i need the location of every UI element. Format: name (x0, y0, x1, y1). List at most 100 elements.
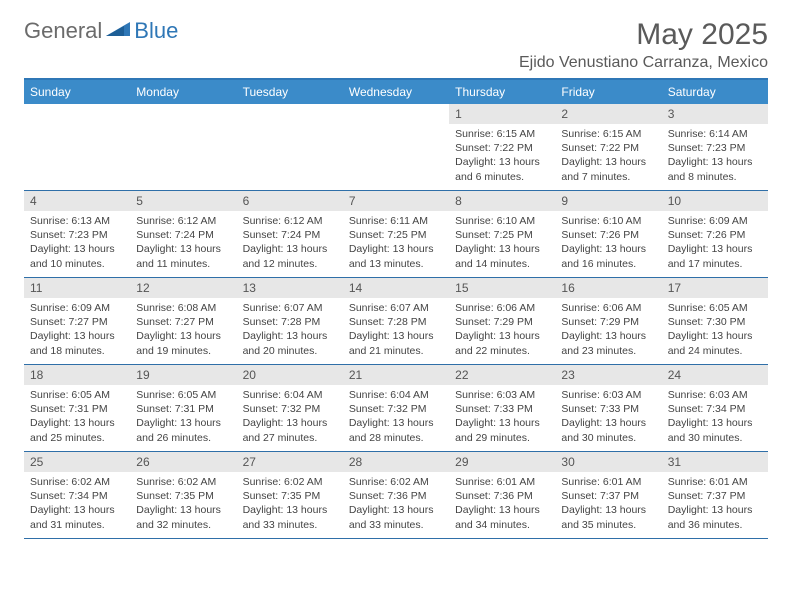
sunrise-line: Sunrise: 6:13 AM (30, 214, 124, 228)
month-title: May 2025 (519, 18, 768, 52)
day-body (237, 110, 343, 119)
day-body: Sunrise: 6:12 AMSunset: 7:24 PMDaylight:… (130, 211, 236, 277)
daylight-line: Daylight: 13 hours and 26 minutes. (136, 416, 230, 444)
week-row: 25Sunrise: 6:02 AMSunset: 7:34 PMDayligh… (24, 452, 768, 539)
sunrise-line: Sunrise: 6:01 AM (455, 475, 549, 489)
daylight-line: Daylight: 13 hours and 36 minutes. (668, 503, 762, 531)
day-number: 17 (662, 278, 768, 298)
daylight-line: Daylight: 13 hours and 27 minutes. (243, 416, 337, 444)
sunrise-line: Sunrise: 6:15 AM (561, 127, 655, 141)
location-text: Ejido Venustiano Carranza, Mexico (519, 54, 768, 72)
day-number: 3 (662, 104, 768, 124)
day-body: Sunrise: 6:06 AMSunset: 7:29 PMDaylight:… (555, 298, 661, 364)
weeks-container: 1Sunrise: 6:15 AMSunset: 7:22 PMDaylight… (24, 104, 768, 539)
day-number: 16 (555, 278, 661, 298)
dow-saturday: Saturday (662, 80, 768, 104)
day-body: Sunrise: 6:03 AMSunset: 7:33 PMDaylight:… (555, 385, 661, 451)
day-body: Sunrise: 6:07 AMSunset: 7:28 PMDaylight:… (237, 298, 343, 364)
day-body: Sunrise: 6:01 AMSunset: 7:37 PMDaylight:… (555, 472, 661, 538)
sunset-line: Sunset: 7:22 PM (455, 141, 549, 155)
sunrise-line: Sunrise: 6:07 AM (243, 301, 337, 315)
daylight-line: Daylight: 13 hours and 8 minutes. (668, 155, 762, 183)
day-cell: 12Sunrise: 6:08 AMSunset: 7:27 PMDayligh… (130, 278, 236, 364)
sunset-line: Sunset: 7:31 PM (136, 402, 230, 416)
day-body: Sunrise: 6:01 AMSunset: 7:37 PMDaylight:… (662, 472, 768, 538)
day-cell: 13Sunrise: 6:07 AMSunset: 7:28 PMDayligh… (237, 278, 343, 364)
sunset-line: Sunset: 7:27 PM (30, 315, 124, 329)
sunrise-line: Sunrise: 6:06 AM (455, 301, 549, 315)
day-body: Sunrise: 6:03 AMSunset: 7:33 PMDaylight:… (449, 385, 555, 451)
day-cell: 5Sunrise: 6:12 AMSunset: 7:24 PMDaylight… (130, 191, 236, 277)
day-body: Sunrise: 6:12 AMSunset: 7:24 PMDaylight:… (237, 211, 343, 277)
sunset-line: Sunset: 7:25 PM (455, 228, 549, 242)
day-number: 6 (237, 191, 343, 211)
dow-tuesday: Tuesday (237, 80, 343, 104)
sunset-line: Sunset: 7:32 PM (349, 402, 443, 416)
sunset-line: Sunset: 7:22 PM (561, 141, 655, 155)
daylight-line: Daylight: 13 hours and 14 minutes. (455, 242, 549, 270)
daylight-line: Daylight: 13 hours and 17 minutes. (668, 242, 762, 270)
day-body: Sunrise: 6:10 AMSunset: 7:25 PMDaylight:… (449, 211, 555, 277)
day-body (343, 110, 449, 119)
sunset-line: Sunset: 7:34 PM (668, 402, 762, 416)
daylight-line: Daylight: 13 hours and 31 minutes. (30, 503, 124, 531)
day-number: 4 (24, 191, 130, 211)
day-number: 2 (555, 104, 661, 124)
dow-friday: Friday (555, 80, 661, 104)
day-body (130, 110, 236, 119)
sunrise-line: Sunrise: 6:07 AM (349, 301, 443, 315)
sunrise-line: Sunrise: 6:10 AM (561, 214, 655, 228)
day-cell: 2 Sunrise: 6:15 AMSunset: 7:22 PMDaylight… (555, 104, 661, 190)
day-body: Sunrise: 6:02 AMSunset: 7:34 PMDaylight:… (24, 472, 130, 538)
day-cell: 23Sunrise: 6:03 AMSunset: 7:33 PMDayligh… (555, 365, 661, 451)
day-body: Sunrise: 6:06 AMSunset: 7:29 PMDaylight:… (449, 298, 555, 364)
sunrise-line: Sunrise: 6:03 AM (455, 388, 549, 402)
sunset-line: Sunset: 7:29 PM (561, 315, 655, 329)
daylight-line: Daylight: 13 hours and 7 minutes. (561, 155, 655, 183)
sunset-line: Sunset: 7:24 PM (243, 228, 337, 242)
day-cell: 11Sunrise: 6:09 AMSunset: 7:27 PMDayligh… (24, 278, 130, 364)
day-cell: 21Sunrise: 6:04 AMSunset: 7:32 PMDayligh… (343, 365, 449, 451)
day-number: 29 (449, 452, 555, 472)
daylight-line: Daylight: 13 hours and 33 minutes. (243, 503, 337, 531)
day-body: Sunrise: 6:07 AMSunset: 7:28 PMDaylight:… (343, 298, 449, 364)
day-body: Sunrise: 6:02 AMSunset: 7:35 PMDaylight:… (130, 472, 236, 538)
sunset-line: Sunset: 7:35 PM (136, 489, 230, 503)
sunrise-line: Sunrise: 6:02 AM (243, 475, 337, 489)
sunrise-line: Sunrise: 6:08 AM (136, 301, 230, 315)
dow-sunday: Sunday (24, 80, 130, 104)
daylight-line: Daylight: 13 hours and 25 minutes. (30, 416, 124, 444)
day-number: 12 (130, 278, 236, 298)
day-cell: 10Sunrise: 6:09 AMSunset: 7:26 PMDayligh… (662, 191, 768, 277)
sunrise-line: Sunrise: 6:03 AM (668, 388, 762, 402)
sunset-line: Sunset: 7:37 PM (668, 489, 762, 503)
logo-triangle-icon (106, 20, 132, 43)
sunrise-line: Sunrise: 6:11 AM (349, 214, 443, 228)
daylight-line: Daylight: 13 hours and 11 minutes. (136, 242, 230, 270)
day-number: 5 (130, 191, 236, 211)
sunrise-line: Sunrise: 6:04 AM (349, 388, 443, 402)
day-number: 1 (449, 104, 555, 124)
day-body: Sunrise: 6:02 AMSunset: 7:35 PMDaylight:… (237, 472, 343, 538)
sunrise-line: Sunrise: 6:14 AM (668, 127, 762, 141)
day-cell: 8Sunrise: 6:10 AMSunset: 7:25 PMDaylight… (449, 191, 555, 277)
sunrise-line: Sunrise: 6:05 AM (136, 388, 230, 402)
sunrise-line: Sunrise: 6:05 AM (668, 301, 762, 315)
day-body: Sunrise: 6:02 AMSunset: 7:36 PMDaylight:… (343, 472, 449, 538)
day-number: 15 (449, 278, 555, 298)
logo-text-blue: Blue (134, 18, 178, 44)
day-cell: 20Sunrise: 6:04 AMSunset: 7:32 PMDayligh… (237, 365, 343, 451)
daylight-line: Daylight: 13 hours and 29 minutes. (455, 416, 549, 444)
daylight-line: Daylight: 13 hours and 19 minutes. (136, 329, 230, 357)
day-cell (24, 104, 130, 190)
sunset-line: Sunset: 7:37 PM (561, 489, 655, 503)
sunrise-line: Sunrise: 6:09 AM (30, 301, 124, 315)
day-cell: 31Sunrise: 6:01 AMSunset: 7:37 PMDayligh… (662, 452, 768, 538)
day-cell: 27Sunrise: 6:02 AMSunset: 7:35 PMDayligh… (237, 452, 343, 538)
dow-wednesday: Wednesday (343, 80, 449, 104)
sunset-line: Sunset: 7:31 PM (30, 402, 124, 416)
day-body: Sunrise: 6:13 AMSunset: 7:23 PMDaylight:… (24, 211, 130, 277)
day-body: Sunrise: 6:04 AMSunset: 7:32 PMDaylight:… (343, 385, 449, 451)
day-number: 26 (130, 452, 236, 472)
day-body: Sunrise: 6:04 AMSunset: 7:32 PMDaylight:… (237, 385, 343, 451)
